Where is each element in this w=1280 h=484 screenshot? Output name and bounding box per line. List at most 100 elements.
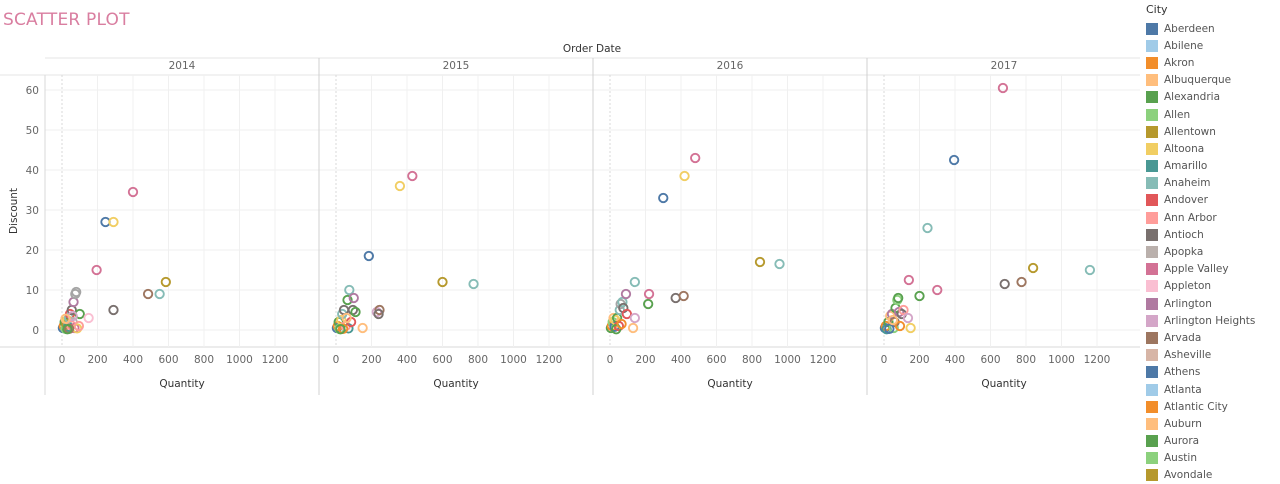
data-point	[620, 288, 632, 300]
data-point	[678, 290, 689, 302]
x-tick-label: 600	[706, 354, 726, 366]
legend-item: Allen	[1146, 106, 1276, 123]
data-point	[902, 312, 914, 324]
data-point	[68, 296, 79, 308]
legend-item: Albuquerque	[1146, 72, 1276, 89]
legend-label: Atlanta	[1164, 383, 1202, 396]
data-point	[893, 292, 904, 304]
legend-item: Arlington	[1146, 295, 1276, 312]
x-tick-label: 1000	[774, 354, 801, 366]
legend-swatch	[1146, 263, 1158, 276]
data-point	[903, 274, 914, 286]
legend-swatch	[1146, 280, 1158, 293]
legend-swatch	[1146, 297, 1158, 310]
data-point	[932, 284, 943, 296]
legend-swatch	[1146, 383, 1158, 396]
legend-item: Appleton	[1146, 278, 1276, 295]
legend-swatch	[1146, 314, 1158, 327]
x-tick-label: 800	[468, 354, 488, 366]
legend-swatch	[1146, 125, 1158, 138]
x-axis-label: Quantity	[707, 378, 752, 390]
y-tick-label: 30	[26, 205, 39, 217]
x-axis-label: Quantity	[159, 378, 204, 390]
data-point	[160, 276, 171, 288]
x-tick-label: 600	[432, 354, 452, 366]
data-point	[154, 288, 165, 300]
legend-swatch	[1146, 142, 1158, 155]
x-tick-label: 800	[742, 354, 762, 366]
data-point	[142, 288, 154, 300]
legend-item: Austin	[1146, 450, 1276, 467]
legend-label: Apple Valley	[1164, 263, 1229, 276]
legend-label: Arvada	[1164, 331, 1202, 344]
x-tick-label: 0	[333, 354, 340, 366]
legend-item: Avondale	[1146, 467, 1276, 484]
data-point	[335, 324, 346, 335]
legend-swatch	[1146, 74, 1158, 87]
panel-label-2014: 2014	[169, 60, 196, 72]
x-tick-label: 200	[87, 354, 107, 366]
data-point	[341, 312, 352, 324]
y-tick-label: 10	[26, 285, 39, 297]
data-point	[373, 308, 384, 320]
legend-swatch	[1146, 194, 1158, 207]
data-point	[108, 216, 119, 228]
y-tick-label: 20	[26, 245, 39, 257]
page-title: SCATTER PLOT	[3, 10, 130, 30]
legend-swatch	[1146, 39, 1158, 52]
legend-swatch	[1146, 366, 1158, 379]
scatter-chart: Order Date Discount 0 10 20 30 40 50 60 2014 0 20…	[0, 43, 1140, 395]
data-point	[73, 320, 85, 332]
data-point	[616, 318, 627, 330]
legend-label: Apopka	[1164, 246, 1204, 259]
y-axis-label: Discount	[8, 188, 20, 234]
legend-label: Asheville	[1164, 349, 1212, 362]
legend-swatch	[1146, 56, 1158, 69]
legend-items: Aberdeen Abilene Akron Albuquerque Alexandri…	[1146, 20, 1276, 484]
x-axis-label: Quantity	[433, 378, 478, 390]
data-point	[363, 250, 374, 262]
x-tick-label: 400	[123, 354, 143, 366]
data-point	[357, 322, 368, 334]
data-point	[690, 152, 701, 164]
x-tick-label: 200	[361, 354, 381, 366]
legend-label: Andover	[1164, 194, 1208, 207]
data-point	[997, 82, 1009, 94]
legend-label: Atlantic City	[1164, 400, 1228, 413]
legend-label: Amarillo	[1164, 160, 1208, 173]
panel-label-2017: 2017	[991, 60, 1018, 72]
legend-item: Alexandria	[1146, 89, 1276, 106]
x-tick-label: 1000	[500, 354, 527, 366]
legend-label: Avondale	[1164, 469, 1213, 482]
legend-item: Allentown	[1146, 123, 1276, 140]
legend-label: Austin	[1164, 452, 1197, 465]
legend-label: Arlington Heights	[1164, 314, 1256, 327]
legend-label: Auburn	[1164, 417, 1202, 430]
legend-label: Athens	[1164, 366, 1201, 379]
legend-item: Altoona	[1146, 140, 1276, 157]
legend-swatch	[1146, 452, 1158, 465]
panel-label-2016: 2016	[717, 60, 744, 72]
legend-item: Abilene	[1146, 37, 1276, 54]
data-point	[60, 313, 71, 324]
data-point	[127, 186, 139, 198]
x-tick-label: 1000	[226, 354, 253, 366]
legend-item: Arvada	[1146, 329, 1276, 346]
x-tick-label: 1000	[1048, 354, 1075, 366]
x-tick-label: 0	[59, 354, 66, 366]
data-point	[629, 312, 640, 324]
legend-swatch	[1146, 417, 1158, 430]
data-point	[898, 304, 909, 316]
data-point	[407, 170, 418, 182]
data-point	[437, 276, 448, 288]
data-point	[394, 180, 406, 192]
legend-item: Asheville	[1146, 347, 1276, 364]
legend-item: Antioch	[1146, 226, 1276, 243]
data-point	[348, 292, 359, 304]
data-point	[884, 323, 895, 334]
data-point	[83, 312, 94, 324]
legend-swatch	[1146, 228, 1158, 241]
panel-label-2015: 2015	[443, 60, 470, 72]
x-tick-label: 400	[671, 354, 691, 366]
x-tick-label: 0	[607, 354, 614, 366]
